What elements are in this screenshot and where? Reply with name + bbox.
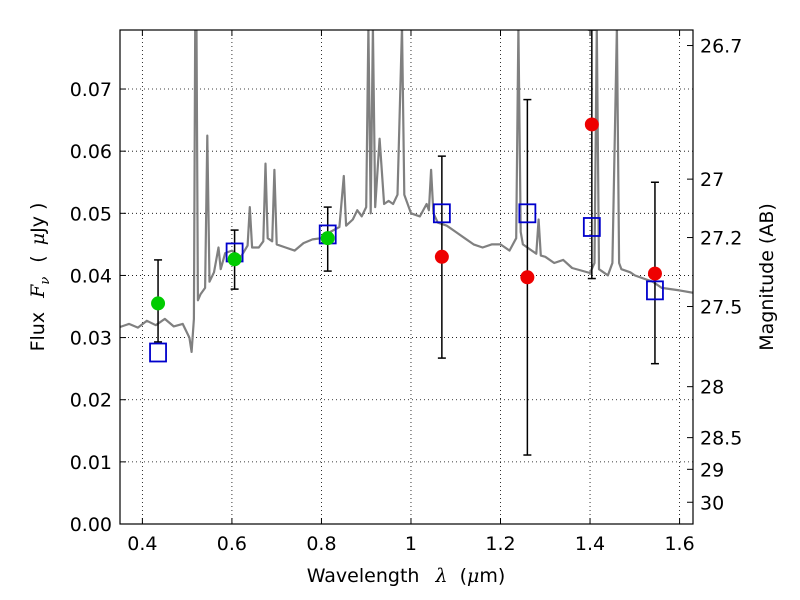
x-tick-label: 0.4	[127, 533, 157, 555]
y-tick-label: 0.01	[70, 452, 112, 474]
x-axis-unit-mu: μ	[467, 565, 479, 587]
y2-tick-label: 27.5	[700, 297, 742, 319]
x-tick-label: 1.4	[575, 533, 605, 555]
y-tick-label: 0.04	[70, 265, 112, 287]
y-tick-label: 0.05	[70, 203, 112, 225]
y-axis-symbol-sub: ν	[38, 277, 53, 285]
y-axis-title-prefix: Flux	[27, 312, 49, 352]
y2-tick-label: 30	[700, 492, 724, 514]
detection-point	[320, 231, 335, 246]
upper-point	[520, 270, 535, 285]
detection-point	[227, 252, 242, 267]
upper-point	[647, 266, 662, 281]
x-tick-label: 0.8	[306, 533, 336, 555]
x-tick-label: 1.6	[664, 533, 694, 555]
model-photometry-square	[582, 217, 601, 237]
y2-tick-label: 28.5	[700, 428, 742, 450]
x-tick-label: 0.6	[217, 533, 247, 555]
y2-tick-label: 27.2	[700, 228, 742, 250]
x-tick-label: 1.2	[485, 533, 515, 555]
y-axis-unit-mu: μ	[27, 233, 49, 245]
y-axis-unit-open: (	[27, 255, 49, 262]
y2-tick-label: 28	[700, 377, 724, 399]
detection-point	[151, 296, 166, 311]
x-axis-title-prefix: Wavelength	[307, 565, 420, 587]
model-photometry-square	[432, 203, 451, 224]
plot-frame	[119, 29, 694, 525]
upper-point	[584, 117, 599, 132]
y-tick-label: 0.06	[70, 141, 112, 163]
x-axis-unit-rest: m)	[479, 565, 505, 587]
y-tick-label: 0.02	[70, 390, 112, 412]
y-tick-label: 0.00	[70, 514, 112, 536]
model-photometry-square	[518, 203, 537, 224]
axis-ticks: 0.4 0.6 0.8 1 1.2 1.4 1.6 0.00 0.01 0.02 0.03 0.04 0…	[70, 30, 742, 555]
model-spectrum-line	[120, 30, 693, 353]
model-photometry-square	[149, 342, 167, 363]
y-axis-title: Flux Fν ( μJy )	[27, 203, 54, 352]
model-photometry-square	[646, 280, 664, 301]
x-axis-unit-open: (	[460, 565, 467, 587]
y-tick-label: 0.03	[70, 328, 112, 350]
y-tick-label: 0.07	[70, 79, 112, 101]
y2-tick-label: 27	[700, 169, 724, 191]
y-axis-unit-rest: Jy )	[27, 203, 49, 234]
y2-tick-label: 29	[700, 459, 724, 481]
y2-axis-title: Magnitude (AB)	[756, 203, 778, 351]
upper-point	[434, 249, 449, 264]
x-axis-title: Wavelength λ (μm)	[307, 565, 506, 587]
series-layer	[120, 30, 693, 456]
x-axis-symbol: λ	[434, 565, 447, 587]
x-tick-label: 1	[405, 533, 417, 555]
y-axis-symbol: F	[27, 284, 49, 299]
y2-tick-label: 26.7	[700, 36, 742, 58]
